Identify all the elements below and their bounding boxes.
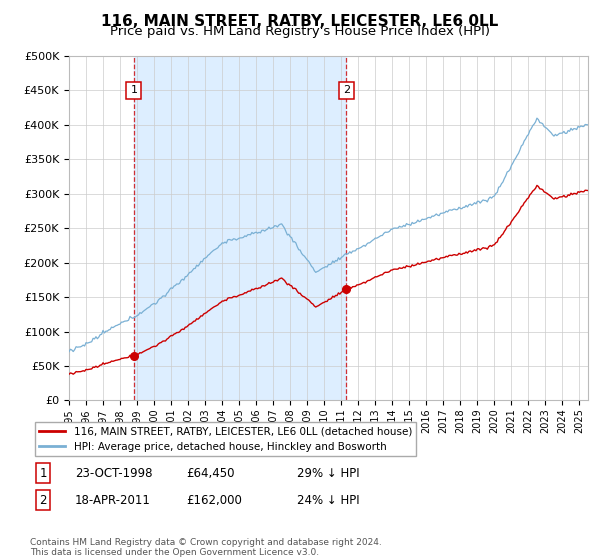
Text: 18-APR-2011: 18-APR-2011 [75,493,151,507]
Text: 2: 2 [40,493,47,507]
Text: £64,450: £64,450 [186,466,235,480]
Text: 29% ↓ HPI: 29% ↓ HPI [297,466,359,480]
Text: 1: 1 [130,86,137,95]
Text: 23-OCT-1998: 23-OCT-1998 [75,466,152,480]
Bar [134,56,346,400]
Text: Price paid vs. HM Land Registry's House Price Index (HPI): Price paid vs. HM Land Registry's House … [110,25,490,38]
Legend: 116, MAIN STREET, RATBY, LEICESTER, LE6 0LL (detached house), HPI: Average price: 116, MAIN STREET, RATBY, LEICESTER, LE6 … [35,422,416,456]
Text: 116, MAIN STREET, RATBY, LEICESTER, LE6 0LL: 116, MAIN STREET, RATBY, LEICESTER, LE6 … [101,14,499,29]
Text: £162,000: £162,000 [186,493,242,507]
Text: 1: 1 [40,466,47,480]
Text: Contains HM Land Registry data © Crown copyright and database right 2024.
This d: Contains HM Land Registry data © Crown c… [30,538,382,557]
Text: 2: 2 [343,86,350,95]
Text: 24% ↓ HPI: 24% ↓ HPI [297,493,359,507]
